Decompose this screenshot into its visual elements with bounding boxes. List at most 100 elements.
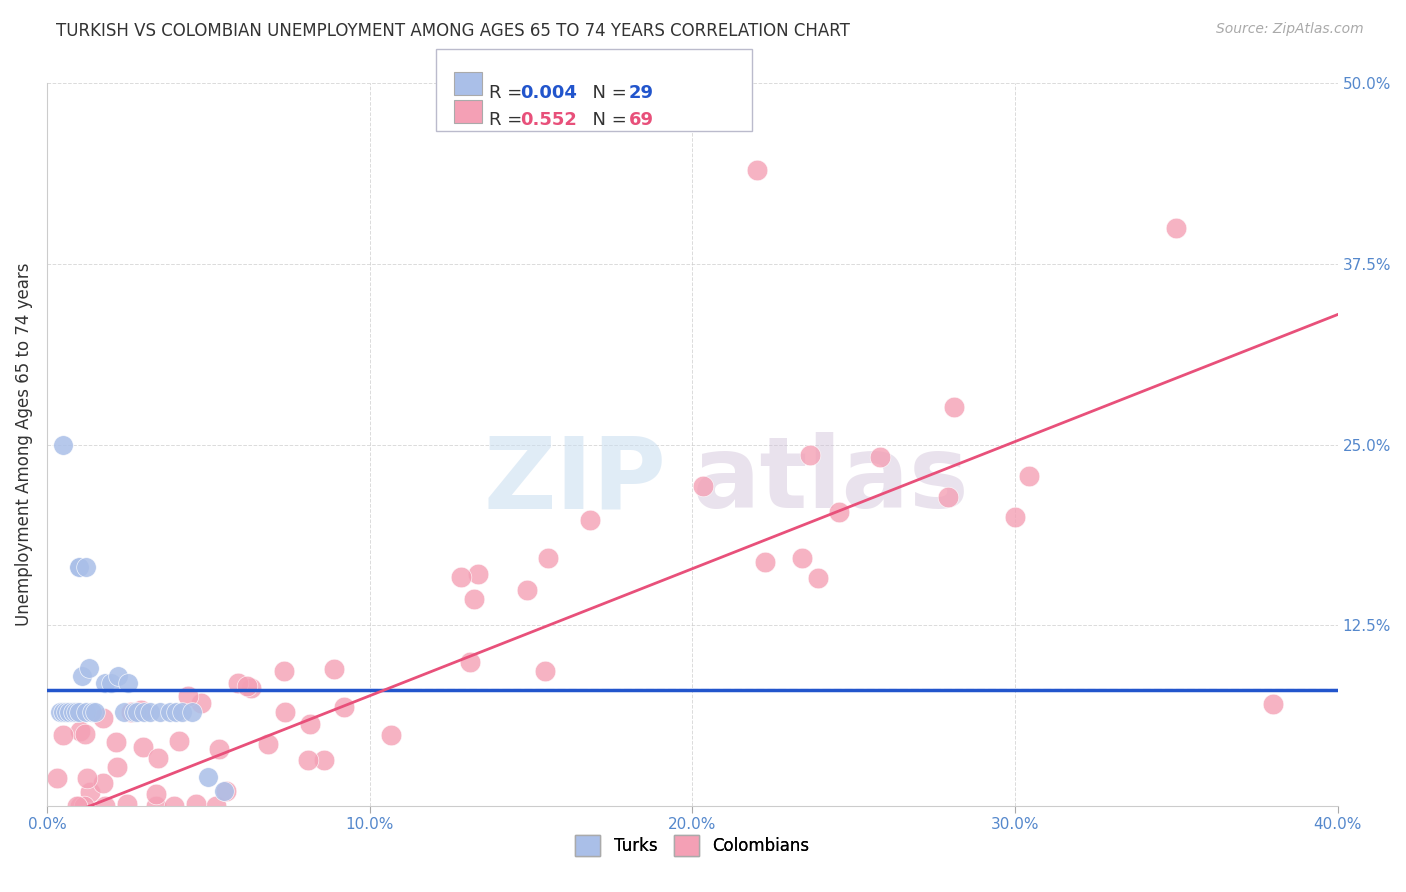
Point [105,734,128,748]
Text: atlas: atlas [692,432,969,529]
Point [537,550,560,565]
Point [256,737,278,751]
Point [215,784,238,798]
Point [181,705,204,719]
Point [66,798,89,813]
Point [579,513,602,527]
Y-axis label: Unemployment Among Ages 65 to 74 years: Unemployment Among Ages 65 to 74 years [15,263,32,626]
Point [94,798,117,813]
Point [80,705,103,719]
Text: ZIP: ZIP [484,432,666,529]
Point [159,705,181,719]
Point [463,592,485,607]
Point [84,705,107,719]
Point [214,784,236,798]
Point [67,560,90,574]
Point [1018,469,1040,483]
Point [167,734,190,748]
Point [516,583,538,598]
Point [49,705,72,719]
Point [450,569,472,583]
Point [132,740,155,755]
Point [76,772,98,786]
Point [75,560,97,574]
Point [73,727,96,741]
Point [807,571,830,585]
Point [184,797,207,812]
Point [100,676,122,690]
Point [107,668,129,682]
Point [52,437,75,451]
Point [117,676,139,690]
Point [205,798,228,813]
Point [332,700,354,714]
Point [91,776,114,790]
Point [322,662,344,676]
Point [1166,220,1188,235]
Point [745,163,768,178]
Point [942,400,965,414]
Point [190,696,212,710]
Point [120,705,142,719]
Text: N =: N = [581,84,633,102]
Text: 69: 69 [628,111,654,128]
Point [77,661,100,675]
Point [176,689,198,703]
Point [91,711,114,725]
Point [692,478,714,492]
Point [58,705,80,719]
Point [380,728,402,742]
Text: 0.552: 0.552 [520,111,576,128]
Point [129,703,152,717]
Point [146,751,169,765]
Point [274,705,297,719]
Point [122,705,145,719]
Point [145,798,167,813]
Point [799,448,821,462]
Point [754,555,776,569]
Text: R =: R = [489,111,529,128]
Point [149,705,172,719]
Point [226,675,249,690]
Text: 0.004: 0.004 [520,84,576,102]
Point [163,798,186,813]
Point [869,450,891,465]
Legend: Turks, Colombians: Turks, Colombians [568,829,815,863]
Text: N =: N = [581,111,633,128]
Point [172,705,194,719]
Point [67,705,90,719]
Point [314,753,336,767]
Point [45,771,67,785]
Point [67,560,90,574]
Point [105,760,128,774]
Text: 29: 29 [628,84,654,102]
Point [467,566,489,581]
Point [52,705,75,719]
Point [1004,509,1026,524]
Point [165,705,187,719]
Text: TURKISH VS COLOMBIAN UNEMPLOYMENT AMONG AGES 65 TO 74 YEARS CORRELATION CHART: TURKISH VS COLOMBIAN UNEMPLOYMENT AMONG … [56,22,851,40]
Point [52,728,75,742]
Point [69,798,91,813]
Point [132,705,155,719]
Point [127,705,149,719]
Point [65,705,87,719]
Point [458,655,481,669]
Point [55,705,77,719]
Point [534,664,557,678]
Text: R =: R = [489,84,529,102]
Point [1261,698,1284,712]
Point [208,742,231,756]
Point [72,668,94,682]
Point [94,676,117,690]
Point [73,798,96,813]
Point [273,665,295,679]
Point [197,770,219,784]
Point [145,787,167,801]
Text: Source: ZipAtlas.com: Source: ZipAtlas.com [1216,22,1364,37]
Point [936,490,959,504]
Point [790,551,813,566]
Point [75,705,97,719]
Point [297,753,319,767]
Point [139,705,162,719]
